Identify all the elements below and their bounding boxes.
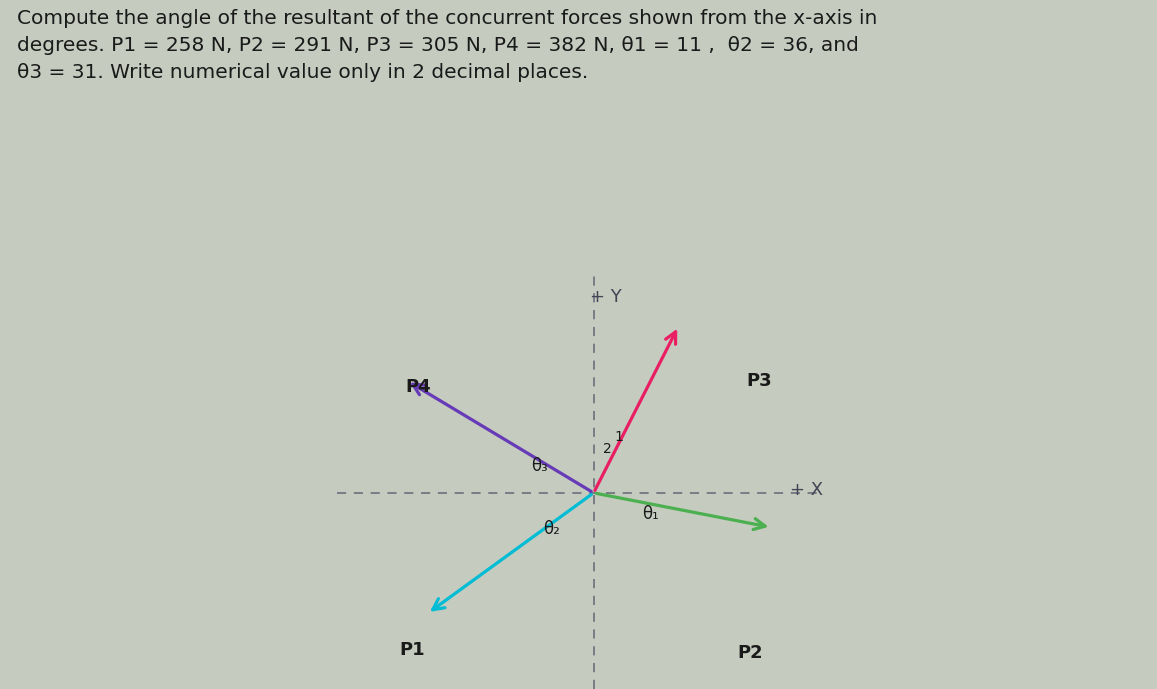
- Text: P4: P4: [406, 378, 432, 396]
- Text: Compute the angle of the resultant of the concurrent forces shown from the x-axi: Compute the angle of the resultant of th…: [17, 9, 878, 82]
- Text: + X: + X: [790, 481, 823, 499]
- Text: + Y: + Y: [590, 288, 621, 306]
- Text: 1: 1: [614, 430, 624, 444]
- Text: θ₃: θ₃: [531, 457, 547, 475]
- Text: θ₂: θ₂: [543, 520, 560, 538]
- Text: θ₁: θ₁: [642, 505, 659, 523]
- Text: P3: P3: [746, 372, 773, 390]
- Text: 2: 2: [603, 442, 612, 456]
- Text: P1: P1: [399, 641, 426, 659]
- Text: P2: P2: [738, 644, 764, 662]
